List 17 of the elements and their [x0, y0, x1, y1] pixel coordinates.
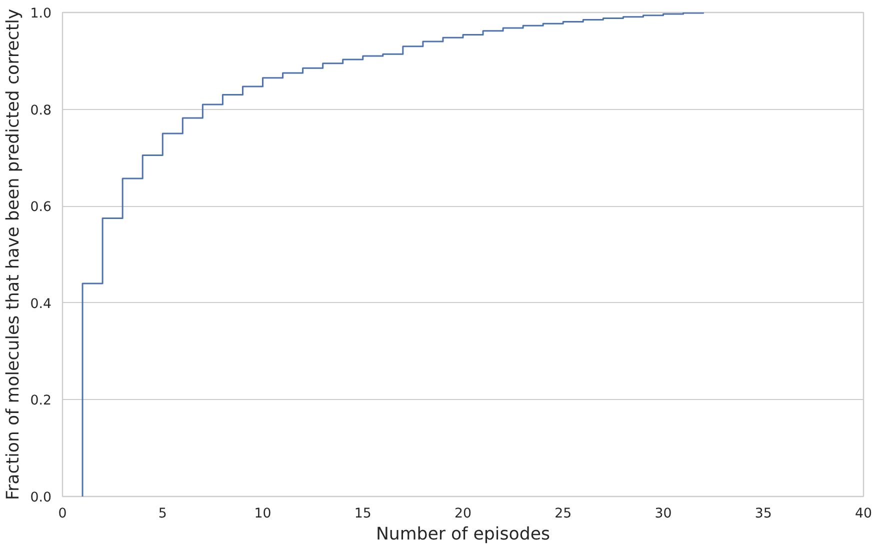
x-tick-label: 35 [754, 506, 772, 522]
x-tick-label: 15 [354, 506, 372, 522]
x-tick-label: 5 [158, 506, 167, 522]
y-axis-title: Fraction of molecules that have been predicted correctly [3, 8, 24, 500]
x-tick-label: 0 [58, 506, 67, 522]
y-tick-label: 0.2 [30, 394, 52, 409]
x-tick-label: 10 [254, 506, 272, 522]
y-tick-label: 0.0 [30, 490, 52, 506]
x-tick-label: 25 [554, 506, 572, 522]
x-tick-label: 40 [855, 506, 872, 522]
y-tick-label: 1.0 [30, 6, 52, 22]
x-tick-label: 20 [454, 506, 472, 522]
y-tick-label: 0.6 [30, 200, 52, 216]
x-tick-label: 30 [654, 506, 672, 522]
x-axis-title: Number of episodes [376, 524, 550, 544]
y-tick-label: 0.4 [30, 296, 52, 312]
y-tick-label: 0.8 [30, 103, 52, 118]
